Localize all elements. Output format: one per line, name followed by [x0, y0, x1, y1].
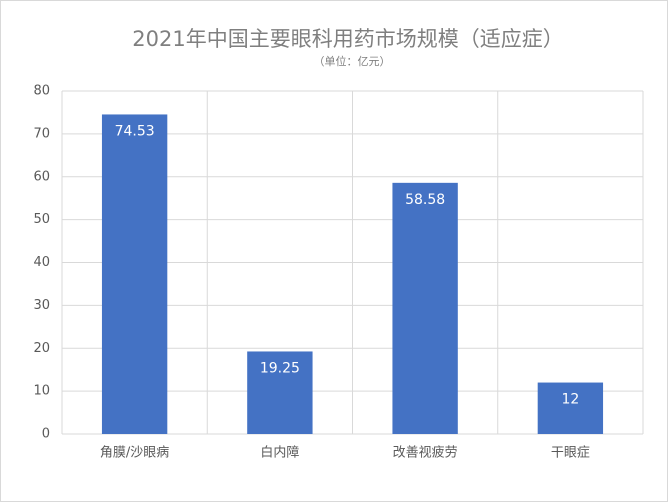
y-tick-label: 60 [33, 169, 50, 184]
y-tick-label: 40 [33, 255, 50, 270]
data-label: 74.53 [115, 123, 155, 139]
y-tick-label: 30 [33, 298, 50, 313]
x-tick-label: 干眼症 [551, 446, 590, 461]
chart-subtitle: （单位：亿元） [314, 54, 391, 68]
data-label: 12 [561, 392, 579, 408]
y-tick-label: 20 [33, 341, 50, 356]
y-tick-label: 50 [33, 212, 50, 227]
y-tick-label: 10 [33, 384, 50, 399]
y-tick-label: 80 [33, 84, 50, 99]
data-label: 19.25 [260, 360, 300, 376]
bar [537, 382, 604, 434]
bar [247, 351, 313, 434]
y-tick-label: 0 [42, 427, 50, 442]
x-tick-label: 角膜/沙眼病 [100, 446, 169, 461]
y-tick-label: 70 [33, 126, 50, 141]
bar [392, 182, 458, 434]
x-tick-label: 白内障 [260, 445, 299, 461]
x-tick-label: 改善视疲劳 [393, 445, 458, 461]
bar [101, 114, 168, 434]
data-label: 58.58 [405, 192, 445, 208]
chart-title: 2021年中国主要眼科用药市场规模（适应症） [132, 27, 563, 51]
